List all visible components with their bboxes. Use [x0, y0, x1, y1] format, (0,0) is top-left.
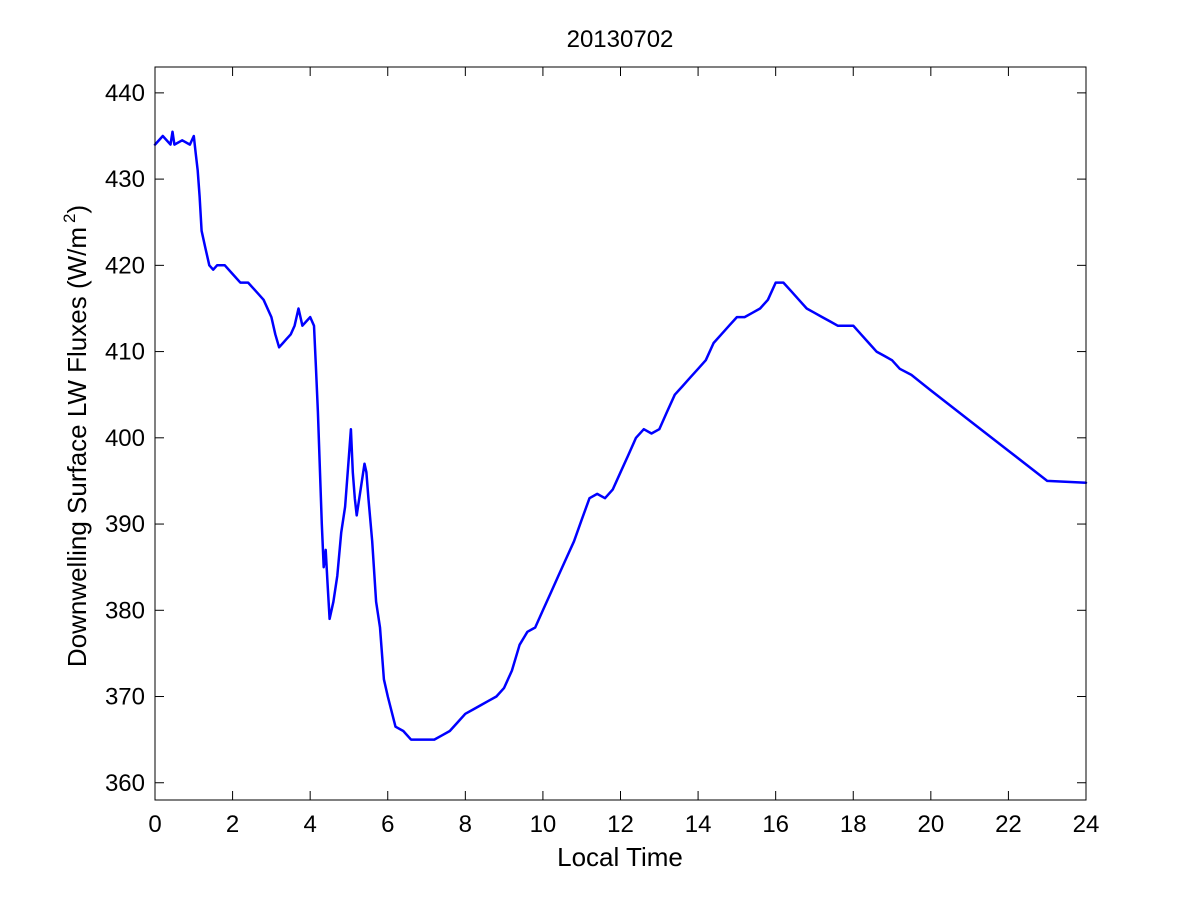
y-tick-label: 400 — [105, 425, 145, 452]
y-axis-label-superscript: 2 — [60, 214, 79, 223]
x-tick-label: 0 — [148, 811, 161, 838]
x-tick-label: 16 — [762, 811, 789, 838]
y-tick-label: 390 — [105, 511, 145, 538]
y-tick-label: 420 — [105, 252, 145, 279]
y-axis-label-close: ) — [62, 205, 92, 214]
x-tick-label: 4 — [303, 811, 316, 838]
y-tick-label: 410 — [105, 339, 145, 366]
x-tick-label: 22 — [995, 811, 1022, 838]
x-tick-label: 8 — [459, 811, 472, 838]
series-line — [153, 130, 1088, 741]
x-tick-label: 2 — [226, 811, 239, 838]
y-axis-label-main: Downwelling Surface LW Fluxes (W/m — [62, 227, 92, 667]
y-tick-label: 360 — [105, 770, 145, 797]
y-tick-label: 370 — [105, 684, 145, 711]
x-tick-label: 20 — [917, 811, 944, 838]
x-axis-label: Local Time — [557, 842, 683, 872]
x-tick-label: 10 — [530, 811, 557, 838]
x-axis: 0 2 4 6 8 10 12 14 16 18 20 22 24 — [148, 67, 1099, 838]
y-axis-label: Downwelling Surface LW Fluxes (W/m 2) — [60, 205, 92, 667]
x-tick-label: 18 — [840, 811, 867, 838]
y-tick-label: 430 — [105, 166, 145, 193]
y-tick-label: 440 — [105, 80, 145, 107]
series-layer — [153, 130, 1088, 741]
y-axis: 360 370 380 390 400 410 420 430 440 — [105, 80, 1086, 797]
chart-title: 20130702 — [567, 26, 674, 53]
x-tick-label: 14 — [685, 811, 712, 838]
x-tick-label: 12 — [607, 811, 634, 838]
x-tick-label: 6 — [381, 811, 394, 838]
x-tick-label: 24 — [1073, 811, 1100, 838]
y-tick-label: 380 — [105, 597, 145, 624]
